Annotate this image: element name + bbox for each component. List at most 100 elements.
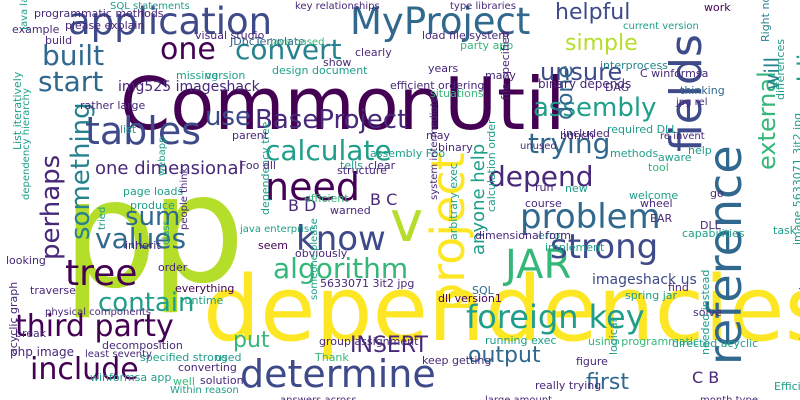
cloud-word-strong: strong xyxy=(550,227,659,267)
cloud-word-required-dll: required DLL xyxy=(607,123,678,136)
cloud-word-tables: tables xyxy=(85,109,202,153)
cloud-word-file-specified: file specified xyxy=(499,30,512,100)
cloud-word-course: course xyxy=(525,197,562,210)
cloud-word-b-d: B D xyxy=(288,196,317,215)
cloud-word-missing: missing xyxy=(176,69,219,82)
cloud-word-design-document: design document xyxy=(272,64,368,77)
cloud-word-dll-version1: dll version1 xyxy=(438,292,502,305)
cloud-word-within-reason: Within reason xyxy=(170,385,239,396)
cloud-word-everything: everything xyxy=(175,282,235,295)
cloud-word-tells: tells xyxy=(340,159,363,172)
cloud-word-third-party: third party xyxy=(15,309,174,344)
cloud-word-dag: DAG xyxy=(605,81,630,94)
cloud-word-welcome: welcome xyxy=(629,189,679,202)
cloud-word-version: version xyxy=(205,69,246,82)
cloud-word-one-dimensional: one dimensional xyxy=(95,158,244,179)
cloud-word-jar: JAR xyxy=(505,242,572,288)
cloud-word-unsure: unsure xyxy=(540,58,623,86)
cloud-word-clear: clear xyxy=(368,159,396,172)
cloud-word-application: application xyxy=(68,0,273,43)
cloud-word-using-programmatic: using programmatic xyxy=(588,335,700,348)
cloud-word-runtime: runtime xyxy=(180,294,224,307)
cloud-word-inherit: inherit xyxy=(125,239,161,252)
cloud-word-thank: Thank xyxy=(315,351,349,364)
cloud-word-large-amount: large amount xyxy=(485,396,552,400)
cloud-word-5633071-3it2-jpg: 5633071 3it2 jpg xyxy=(320,277,415,290)
cloud-word-myproject: MyProject xyxy=(350,0,531,43)
cloud-word-sum: sum xyxy=(125,202,181,232)
cloud-word-one: one xyxy=(160,32,216,67)
cloud-word-determine: determine xyxy=(240,352,436,396)
cloud-word-implement: implement xyxy=(545,241,605,254)
cloud-word-find: find xyxy=(668,281,689,294)
cloud-word-assembly: assembly xyxy=(533,93,657,123)
cloud-word-least-seventy: least seventy xyxy=(85,349,152,360)
cloud-word-binary: binary xyxy=(438,141,473,154)
cloud-word-calculation-order: calculation order xyxy=(485,119,498,212)
cloud-word-trying: trying xyxy=(528,127,611,160)
cloud-word-sql: SQL xyxy=(472,284,494,297)
cloud-word-p: p xyxy=(150,143,246,317)
cloud-word-dimensional-form: dimensional form xyxy=(475,229,571,242)
cloud-word-acyclic-graph: acyclic graph xyxy=(7,281,20,355)
cloud-word-keep-getting: keep getting xyxy=(422,354,492,367)
cloud-word-type-libraries: type libraries xyxy=(450,1,516,12)
cloud-word-dependencies: dependencies xyxy=(203,257,800,362)
cloud-word-key-relationships: key relationships xyxy=(295,1,380,12)
cloud-word-right-now: Right now xyxy=(759,0,772,42)
cloud-word-produce: produce xyxy=(130,199,175,212)
cloud-word-parent: parent xyxy=(232,129,269,142)
cloud-word-ear: EAR xyxy=(650,212,673,225)
cloud-word-current-version: current version xyxy=(623,21,699,32)
cloud-word-java-languages: Java languages xyxy=(19,0,30,30)
cloud-word-party-app: party app xyxy=(460,39,514,52)
cloud-word-know: know xyxy=(296,219,386,259)
cloud-word-load-file-system: load file system xyxy=(422,29,510,42)
cloud-word-re-invent: re invent xyxy=(660,131,705,142)
cloud-word-contain: contain xyxy=(98,288,195,318)
cloud-word-calculate: calculate xyxy=(265,134,392,167)
cloud-word-webapp: webapp xyxy=(157,136,168,176)
cloud-word-c-winformsa: C winformsa xyxy=(640,67,709,80)
cloud-word-bunch: bunch xyxy=(560,129,594,142)
cloud-word-running-exec: running exec xyxy=(485,334,557,347)
cloud-word-commonutil: CommonUtil xyxy=(120,62,566,146)
cloud-word-insert: INSERT xyxy=(350,333,428,358)
cloud-word-please-explain: please explain xyxy=(65,19,145,32)
cloud-word-clearly: clearly xyxy=(355,46,392,59)
cloud-word-system-intermediate: system intermediate xyxy=(429,96,440,200)
cloud-word-obviously: obviously xyxy=(295,247,348,260)
cloud-word-perhaps: perhaps xyxy=(36,154,66,260)
cloud-word-answers-across: answers across xyxy=(280,396,357,400)
cloud-word-foo-dll: Foo dll xyxy=(240,159,276,172)
cloud-word-imageshack-us: imageshack us xyxy=(592,272,697,288)
cloud-word-interprocess: interprocess xyxy=(600,59,668,72)
cloud-word-decomposition: decomposition xyxy=(102,339,183,352)
cloud-word-v: v xyxy=(390,190,424,255)
cloud-word-well: well xyxy=(173,375,195,388)
cloud-word-simple: simple xyxy=(565,31,638,56)
cloud-word-start: start xyxy=(38,65,104,98)
cloud-word-years: years xyxy=(428,62,459,75)
cloud-word-really-trying: really trying xyxy=(535,379,602,392)
cloud-word-looking: looking xyxy=(6,254,46,267)
cloud-word-baseproject: BaseProject xyxy=(255,105,408,135)
cloud-word-first: first xyxy=(586,370,629,395)
cloud-word-methods: methods xyxy=(610,147,659,160)
cloud-word-task: task xyxy=(773,224,797,237)
cloud-word-situations: situations xyxy=(430,87,484,100)
cloud-word-arbitrary-exec: arbitrary exec xyxy=(447,163,460,240)
cloud-word-aware: aware xyxy=(658,151,692,164)
cloud-word-efficient-ordering: efficient ordering xyxy=(390,79,485,92)
cloud-word-convert: convert xyxy=(235,33,342,66)
cloud-word-order: order xyxy=(158,261,188,274)
cloud-word-jdbctemplate: JDbcTemplate xyxy=(230,35,305,48)
cloud-word-converting: converting xyxy=(178,361,237,374)
cloud-word-include: include xyxy=(30,352,139,387)
cloud-word-wheel: wheel xyxy=(640,197,673,210)
cloud-word-problem: problem xyxy=(520,197,661,237)
cloud-word-unused: unused xyxy=(520,141,557,152)
cloud-word-p: p xyxy=(62,148,158,322)
cloud-word-figure: figure xyxy=(576,355,608,368)
